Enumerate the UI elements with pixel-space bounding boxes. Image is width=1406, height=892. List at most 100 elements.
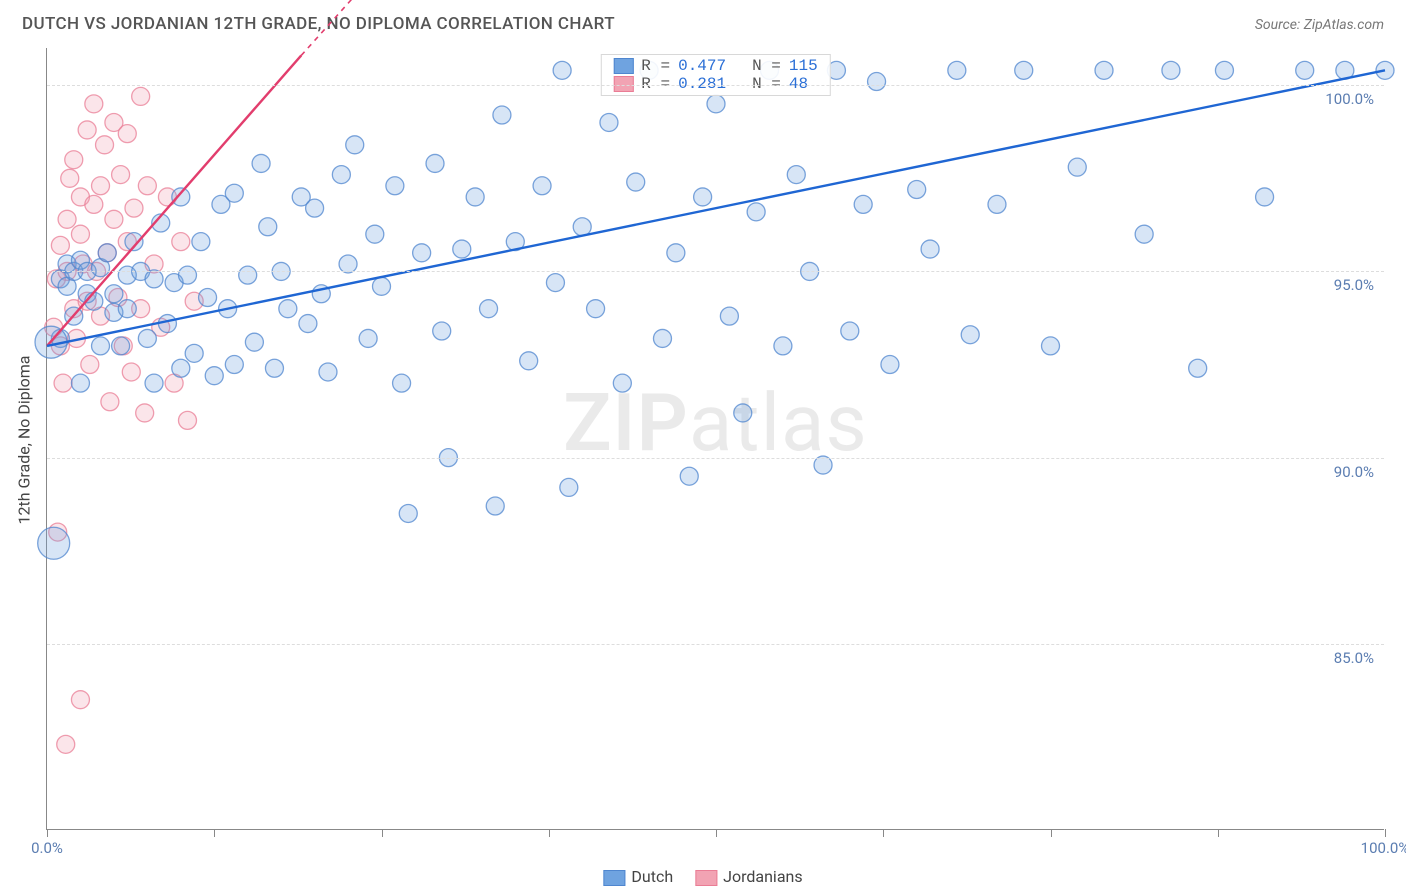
data-point (92, 337, 110, 355)
bottom-legend: Dutch Jordanians (603, 867, 802, 886)
data-point (125, 199, 143, 217)
data-point (1215, 61, 1233, 79)
label-R: R = (641, 75, 670, 93)
data-point (393, 374, 411, 392)
data-point (92, 177, 110, 195)
data-point (192, 233, 210, 251)
data-point (96, 136, 114, 154)
data-point (1042, 337, 1060, 355)
y-tick-label: 85.0% (1334, 649, 1374, 667)
data-point (613, 374, 631, 392)
stats-box: R = 0.477 N = 115 R = 0.281 N = 48 (600, 54, 830, 96)
data-point (145, 270, 163, 288)
data-point (399, 504, 417, 522)
data-point (78, 121, 96, 139)
data-point (205, 367, 223, 385)
data-point (245, 333, 263, 351)
legend-swatch-dutch (603, 870, 625, 886)
data-point (814, 456, 832, 474)
gridline (47, 85, 1384, 86)
gridline (47, 644, 1384, 645)
data-point (1095, 61, 1113, 79)
data-point (185, 344, 203, 362)
data-point (359, 329, 377, 347)
data-point (948, 61, 966, 79)
data-point (346, 136, 364, 154)
plot-area: ZIPatlas R = 0.477 N = 115 R = 0.281 N =… (46, 48, 1384, 830)
correlation-chart: DUTCH VS JORDANIAN 12TH GRADE, NO DIPLOM… (0, 0, 1406, 892)
data-point (734, 404, 752, 422)
data-point (105, 210, 123, 228)
data-point (868, 73, 886, 91)
data-point (172, 188, 190, 206)
data-point (560, 478, 578, 496)
value-R-dutch: 0.477 (678, 57, 726, 75)
data-point (486, 497, 504, 515)
data-point (339, 255, 357, 273)
stats-row-jordanians: R = 0.281 N = 48 (613, 75, 817, 93)
data-point (627, 173, 645, 191)
legend-label-jordanians: Jordanians (723, 867, 802, 886)
data-point (145, 374, 163, 392)
x-tick-label: 0.0% (31, 839, 63, 857)
y-axis-title: 12th Grade, No Diploma (15, 356, 34, 525)
data-point (98, 244, 116, 262)
label-R: R = (641, 57, 670, 75)
data-point (1296, 61, 1314, 79)
data-point (259, 218, 277, 236)
y-tick-label: 100.0% (1325, 90, 1374, 108)
data-point (118, 125, 136, 143)
data-point (225, 356, 243, 374)
x-tick (1218, 829, 1219, 837)
data-point (653, 329, 671, 347)
data-point (57, 735, 75, 753)
data-point (1015, 61, 1033, 79)
data-point (81, 356, 99, 374)
x-tick (1051, 829, 1052, 837)
data-point (841, 322, 859, 340)
title-row: DUTCH VS JORDANIAN 12TH GRADE, NO DIPLOM… (22, 14, 1384, 34)
data-point (239, 266, 257, 284)
data-point (774, 337, 792, 355)
y-tick-label: 95.0% (1334, 276, 1374, 294)
data-point (138, 329, 156, 347)
data-point (433, 322, 451, 340)
data-point (921, 240, 939, 258)
data-point (112, 166, 130, 184)
data-point (1135, 225, 1153, 243)
data-point (199, 288, 217, 306)
gridline (47, 271, 1384, 272)
data-point (279, 300, 297, 318)
data-point (105, 285, 123, 303)
data-point (172, 359, 190, 377)
data-point (1162, 61, 1180, 79)
data-point (132, 87, 150, 105)
data-point (299, 315, 317, 333)
data-point (1189, 359, 1207, 377)
data-point (51, 236, 69, 254)
data-point (533, 177, 551, 195)
data-point (553, 61, 571, 79)
value-N-dutch: 115 (789, 57, 818, 75)
data-point (225, 184, 243, 202)
data-point (101, 393, 119, 411)
x-tick (549, 829, 550, 837)
data-point (172, 233, 190, 251)
data-point (71, 374, 89, 392)
x-tick-label: 100.0% (1361, 839, 1406, 857)
data-point (520, 352, 538, 370)
x-tick (382, 829, 383, 837)
data-point (413, 244, 431, 262)
data-point (480, 300, 498, 318)
data-point (747, 203, 765, 221)
data-point (118, 300, 136, 318)
data-point (466, 188, 484, 206)
data-point (694, 188, 712, 206)
data-point (1068, 158, 1086, 176)
data-point (366, 225, 384, 243)
stats-row-dutch: R = 0.477 N = 115 (613, 57, 817, 75)
data-point (908, 181, 926, 199)
value-N-jordanians: 48 (789, 75, 808, 93)
legend-item-jordanians: Jordanians (695, 867, 802, 886)
x-tick (1385, 829, 1386, 837)
